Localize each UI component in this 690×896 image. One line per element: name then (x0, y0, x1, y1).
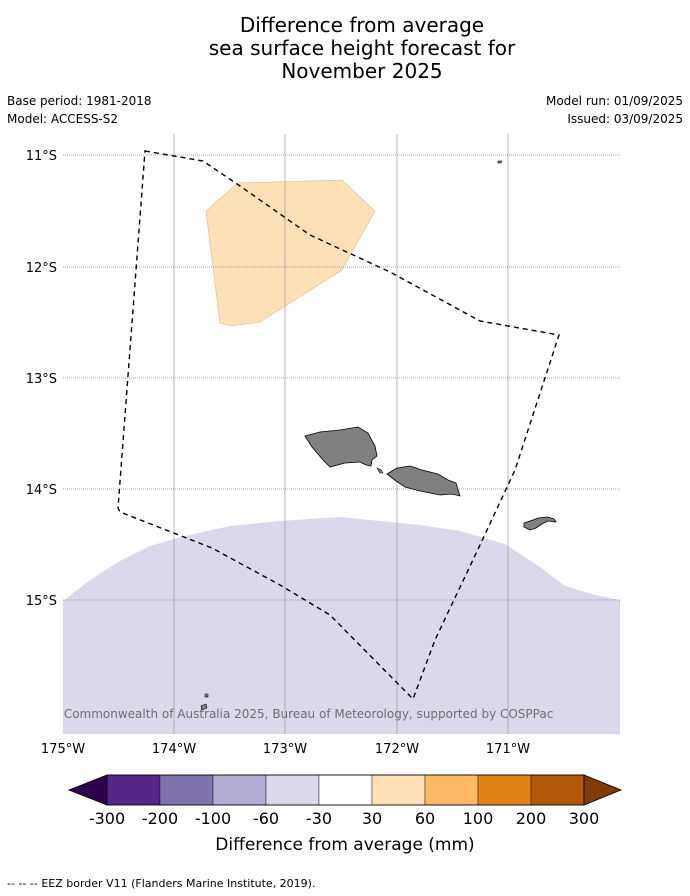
colorbar-segment (424, 774, 479, 806)
colorbar-extend-high (583, 774, 623, 806)
base-period-text: Base period: 1981-2018 (7, 94, 152, 108)
anomaly-region-negative (63, 517, 620, 734)
model-text: Model: ACCESS-S2 (7, 112, 119, 126)
colorbar-tick-label: -30 (306, 809, 332, 828)
anomaly-region-positive (205, 179, 376, 327)
island-upolu (386, 465, 461, 497)
colorbar-segment (106, 774, 161, 806)
colorbar-extend-low (67, 774, 108, 806)
colorbar-segment (318, 774, 373, 806)
colorbar-segment (371, 774, 426, 806)
eez-border (117, 150, 560, 701)
model-run-text: Model run: 01/09/2025 (545, 94, 683, 108)
colorbar: -300 -200 -100 -60 -30 30 60 100 200 300… (67, 774, 623, 855)
eez-legend-text: EEZ border V11 (Flanders Marine Institut… (41, 877, 316, 890)
colorbar-tick-label: 30 (362, 809, 382, 828)
colorbar-segment (212, 774, 267, 806)
eez-legend-line: -- -- -- (7, 877, 38, 890)
issued-text: Issued: 03/09/2025 (567, 112, 683, 126)
colorbar-tick-label: 100 (463, 809, 494, 828)
lat-tick-label: 11°S (26, 149, 57, 164)
lat-tick-label: 12°S (26, 261, 57, 276)
colorbar-segment (265, 774, 320, 806)
lon-tick-label: 171°W (486, 742, 530, 757)
island-savaii (304, 426, 378, 468)
title-line-3: November 2025 (281, 59, 443, 83)
meta-left: Base period: 1981-2018 Model: ACCESS-S2 (7, 94, 152, 130)
island-tutuila (523, 516, 557, 531)
lon-tick-label: 175°W (41, 742, 85, 757)
lon-labels: 175°W 174°W 173°W 172°W 171°W (41, 742, 530, 757)
colorbar-tick-label: -200 (142, 809, 178, 828)
colorbar-tick-label: 200 (516, 809, 547, 828)
chart-title: Difference from average sea surface heig… (0, 14, 690, 83)
islet-north (497, 160, 503, 164)
lon-tick-label: 172°W (375, 742, 419, 757)
lon-tick-label: 174°W (152, 742, 196, 757)
title-line-1: Difference from average (239, 13, 485, 37)
footer-legend: -- -- -- EEZ border V11 (Flanders Marine… (7, 877, 315, 890)
islet-south-2 (204, 693, 209, 698)
colorbar-segment (477, 774, 532, 806)
lat-tick-label: 15°S (26, 594, 57, 609)
colorbar-tick-label: -300 (89, 809, 125, 828)
lat-tick-label: 13°S (26, 372, 57, 387)
colorbar-title: Difference from average (mm) (215, 835, 474, 855)
meta-right: Model run: 01/09/2025 Issued: 03/09/2025 (546, 94, 683, 130)
lon-tick-label: 173°W (263, 742, 307, 757)
lat-labels: 11°S 12°S 13°S 14°S 15°S (26, 149, 57, 609)
colorbar-tick-label: -100 (195, 809, 231, 828)
colorbar-tick-label: -60 (253, 809, 279, 828)
map-credit: © Commonwealth of Australia 2025, Bureau… (48, 707, 553, 721)
lat-tick-label: 14°S (26, 483, 57, 498)
colorbar-tick-label: 300 (569, 809, 600, 828)
graticule (63, 134, 620, 734)
islet-south (200, 703, 208, 711)
colorbar-segment (159, 774, 214, 806)
map-panel: © Commonwealth of Australia 2025, Bureau… (48, 134, 620, 734)
colorbar-tick-label: 60 (415, 809, 435, 828)
islet-manono (376, 467, 384, 474)
colorbar-segment (530, 774, 585, 806)
title-line-2: sea surface height forecast for (208, 36, 516, 60)
